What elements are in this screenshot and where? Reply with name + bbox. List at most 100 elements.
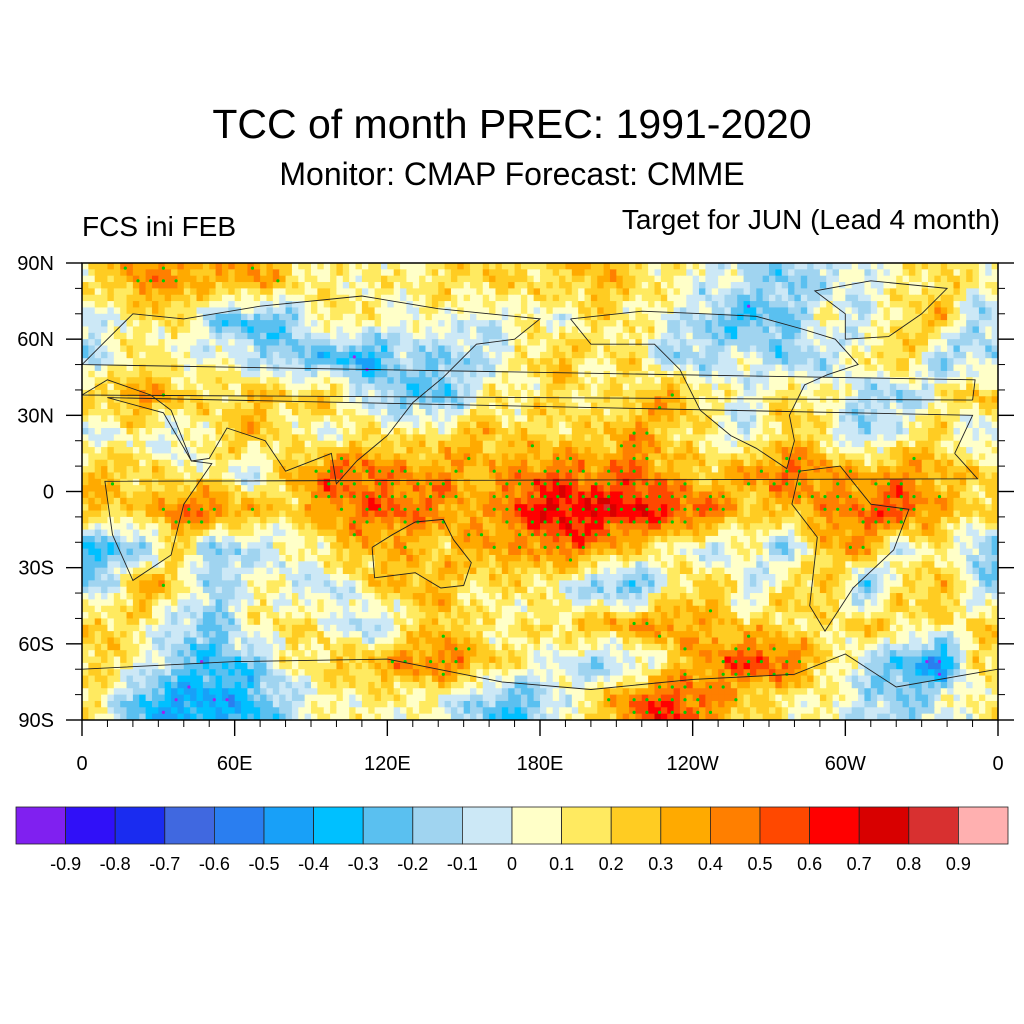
field-cell	[463, 301, 471, 309]
field-cell	[838, 351, 846, 359]
field-cell	[597, 320, 605, 328]
field-cell	[196, 472, 204, 480]
field-cell	[552, 351, 560, 359]
field-cell	[438, 263, 446, 270]
field-cell	[775, 370, 783, 378]
field-cell	[635, 301, 643, 309]
field-cell	[419, 282, 427, 289]
field-cell	[183, 288, 191, 296]
field-cell	[794, 453, 802, 461]
field-cell	[972, 453, 980, 461]
field-cell	[603, 408, 611, 416]
field-cell	[959, 421, 967, 429]
field-cell	[457, 415, 465, 423]
field-cell	[495, 364, 503, 372]
field-cell	[883, 383, 891, 391]
field-cell	[266, 402, 274, 410]
field-cell	[533, 466, 541, 474]
field-cell	[629, 282, 637, 289]
field-cell	[533, 383, 541, 391]
field-cell	[145, 447, 153, 455]
field-cell	[419, 377, 427, 385]
field-cell	[864, 466, 872, 474]
field-cell	[826, 301, 834, 309]
field-cell	[921, 447, 929, 455]
field-cell	[387, 402, 395, 410]
field-cell	[635, 294, 643, 302]
field-cell	[266, 307, 274, 315]
field-cell	[298, 288, 306, 296]
field-cell	[540, 326, 547, 334]
field-cell	[769, 459, 776, 467]
field-cell	[559, 383, 567, 391]
field-cell	[915, 326, 923, 334]
field-cell	[374, 364, 382, 372]
field-cell	[679, 453, 687, 461]
field-cell	[444, 288, 452, 296]
field-cell	[781, 466, 789, 474]
field-cell	[985, 282, 993, 289]
field-cell	[546, 320, 554, 328]
field-cell	[908, 383, 916, 391]
field-cell	[196, 383, 204, 391]
field-cell	[908, 326, 916, 334]
field-cell	[221, 345, 229, 353]
field-cell	[533, 358, 541, 366]
field-cell	[113, 478, 121, 486]
field-cell	[813, 428, 821, 435]
field-cell	[947, 383, 955, 391]
field-cell	[476, 326, 484, 334]
field-cell	[241, 364, 248, 372]
field-cell	[769, 453, 776, 461]
field-cell	[431, 339, 439, 347]
field-cell	[361, 326, 369, 334]
field-cell	[883, 466, 891, 474]
field-cell	[406, 377, 414, 385]
field-cell	[311, 377, 318, 385]
field-cell	[158, 320, 166, 328]
field-cell	[336, 301, 344, 309]
field-cell	[565, 339, 573, 347]
field-cell	[858, 282, 866, 289]
field-cell	[603, 434, 611, 442]
field-cell	[590, 313, 598, 321]
field-cell	[260, 459, 268, 467]
field-cell	[540, 421, 547, 429]
field-cell	[540, 282, 547, 289]
field-cell	[609, 396, 617, 404]
field-cell	[508, 307, 516, 315]
field-cell	[915, 453, 923, 461]
field-cell	[609, 389, 617, 397]
field-cell	[813, 370, 821, 378]
field-cell	[781, 351, 789, 359]
field-cell	[241, 459, 248, 467]
field-cell	[838, 275, 846, 283]
field-cell	[533, 294, 541, 302]
field-cell	[565, 288, 573, 296]
field-cell	[412, 428, 420, 435]
field-cell	[272, 332, 280, 340]
field-cell	[616, 440, 624, 448]
field-cell	[126, 428, 134, 435]
field-cell	[889, 358, 897, 366]
field-cell	[896, 402, 904, 410]
field-cell	[616, 345, 624, 353]
field-cell	[304, 447, 312, 455]
field-cell	[412, 402, 420, 410]
field-cell	[139, 389, 147, 397]
field-cell	[546, 358, 554, 366]
field-cell	[928, 358, 935, 366]
field-cell	[889, 415, 897, 423]
field-cell	[737, 301, 745, 309]
chart-title: TCC of month PREC: 1991-2020	[212, 101, 812, 147]
field-cell	[749, 301, 757, 309]
field-cell	[953, 351, 961, 359]
field-cell	[126, 447, 134, 455]
field-cell	[985, 440, 993, 448]
field-cell	[800, 320, 808, 328]
field-cell	[291, 459, 299, 467]
field-cell	[158, 307, 166, 315]
field-cell	[711, 440, 719, 448]
field-cell	[858, 358, 866, 366]
field-cell	[794, 421, 802, 429]
